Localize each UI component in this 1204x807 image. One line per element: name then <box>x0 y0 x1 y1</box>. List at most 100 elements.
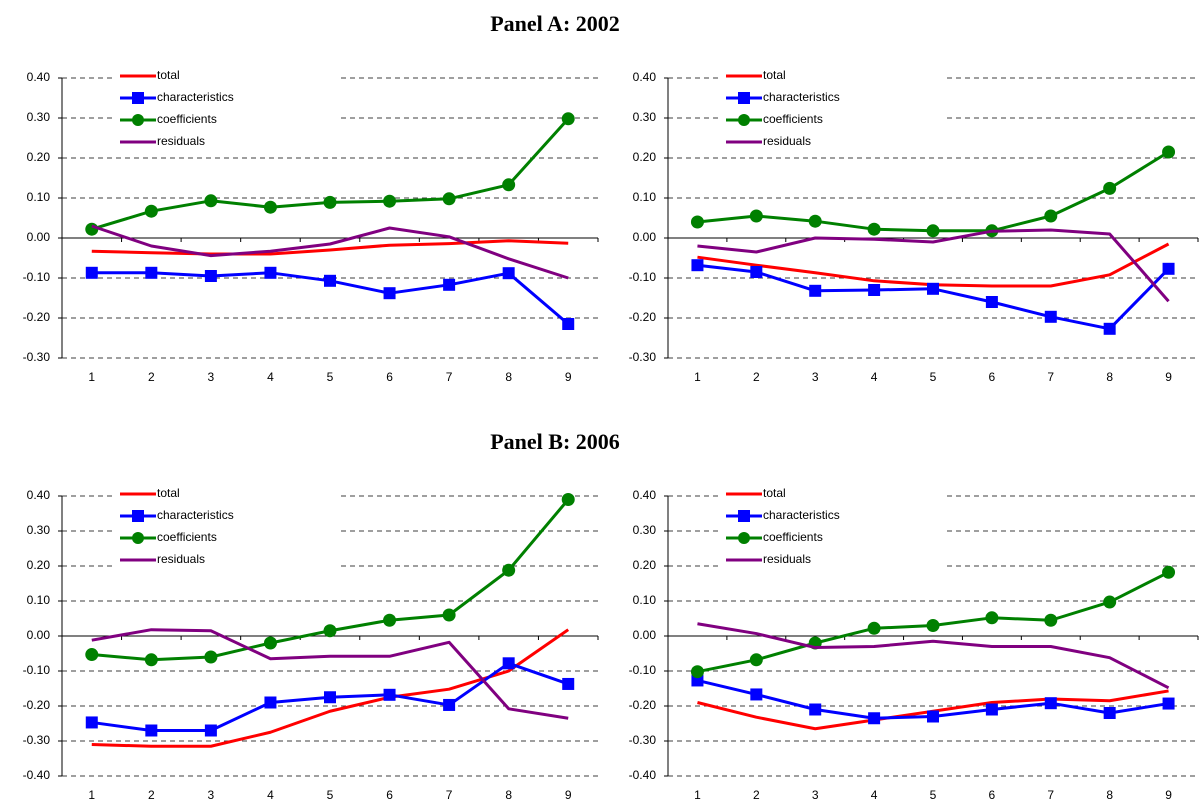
y-tick-label: 0.20 <box>633 150 657 164</box>
x-tick-label: 9 <box>565 788 572 802</box>
data-point <box>209 745 212 748</box>
y-tick-label: -0.20 <box>23 310 51 324</box>
data-point <box>814 727 817 730</box>
data-point <box>507 707 510 710</box>
data-point <box>868 712 881 725</box>
data-point <box>383 613 397 627</box>
legend-label: residuals <box>763 552 811 566</box>
data-point <box>144 204 158 218</box>
x-tick-label: 1 <box>694 370 701 384</box>
data-point <box>561 112 575 126</box>
y-tick-label: 0.00 <box>27 628 51 642</box>
series-line <box>697 263 1170 331</box>
data-point <box>324 691 336 704</box>
x-tick-label: 6 <box>989 370 996 384</box>
data-point <box>696 701 699 704</box>
legend-label: characteristics <box>763 90 840 104</box>
y-tick-label: -0.10 <box>23 663 51 677</box>
data-point <box>448 235 451 238</box>
data-point <box>204 724 217 737</box>
y-tick-label: -0.30 <box>23 733 51 747</box>
data-point <box>443 698 456 711</box>
x-tick-label: 8 <box>505 788 512 802</box>
data-point <box>1167 300 1170 303</box>
legend-label: total <box>157 68 180 82</box>
data-point <box>985 611 999 625</box>
data-point <box>209 629 212 632</box>
data-point <box>755 716 758 719</box>
x-tick-label: 2 <box>753 370 760 384</box>
data-point <box>1049 229 1052 232</box>
legend-label: coefficients <box>763 112 823 126</box>
data-point <box>750 266 763 278</box>
y-tick-label: 0.30 <box>633 110 657 124</box>
data-point <box>814 271 817 274</box>
x-tick-label: 8 <box>1106 370 1113 384</box>
data-point <box>263 200 277 214</box>
data-point <box>567 242 570 245</box>
y-tick-label: 0.10 <box>27 593 51 607</box>
data-point <box>388 227 391 230</box>
data-point <box>690 665 704 679</box>
x-tick-label: 7 <box>446 370 453 384</box>
data-point <box>1162 565 1176 579</box>
legend-marker <box>132 510 144 522</box>
data-point <box>383 287 396 300</box>
x-tick-label: 8 <box>1106 788 1113 802</box>
data-point <box>1162 262 1175 275</box>
x-tick-label: 6 <box>386 788 393 802</box>
data-point <box>90 743 93 746</box>
data-point <box>932 640 935 643</box>
data-point <box>927 282 939 295</box>
data-point <box>567 717 570 720</box>
legend-marker <box>132 114 144 126</box>
legend-label: total <box>763 68 786 82</box>
x-tick-label: 5 <box>930 788 937 802</box>
x-tick-label: 3 <box>208 788 215 802</box>
legend-label: characteristics <box>763 508 840 522</box>
data-point <box>448 641 451 644</box>
data-point <box>696 256 699 259</box>
legend-label: total <box>763 486 786 500</box>
x-tick-label: 9 <box>1165 788 1172 802</box>
data-point <box>567 628 570 631</box>
data-point <box>1108 233 1111 236</box>
x-tick-label: 2 <box>148 370 155 384</box>
data-point <box>814 646 817 649</box>
series-line <box>91 628 569 720</box>
series-line <box>91 628 570 748</box>
y-tick-label: -0.20 <box>629 698 657 712</box>
data-point <box>150 245 153 248</box>
panel-title: Panel B: 2006 <box>490 429 620 454</box>
data-point <box>145 266 158 279</box>
data-point <box>507 670 510 673</box>
data-point <box>90 225 93 228</box>
data-point <box>1044 697 1057 710</box>
y-tick-label: 0.20 <box>27 150 51 164</box>
panel-title: Panel A: 2002 <box>490 11 620 36</box>
x-tick-label: 3 <box>812 370 819 384</box>
x-tick-label: 9 <box>565 370 572 384</box>
data-point <box>749 653 763 667</box>
data-point <box>927 710 939 723</box>
series-line <box>91 239 569 256</box>
y-tick-label: 0.40 <box>27 488 51 502</box>
data-point <box>990 645 993 648</box>
data-point <box>1044 209 1058 223</box>
y-tick-label: 0.00 <box>27 230 51 244</box>
data-point <box>269 253 272 256</box>
data-point <box>1049 285 1052 288</box>
data-point <box>323 195 337 209</box>
data-point <box>749 209 763 223</box>
data-point <box>808 214 822 228</box>
legend-marker <box>738 92 750 104</box>
data-point <box>204 270 217 282</box>
data-point <box>1049 645 1052 648</box>
x-tick-label: 4 <box>267 788 274 802</box>
x-tick-label: 2 <box>753 788 760 802</box>
data-point <box>85 716 98 729</box>
legend-marker <box>738 532 750 544</box>
data-point <box>1162 145 1176 159</box>
y-tick-label: -0.30 <box>23 350 51 364</box>
